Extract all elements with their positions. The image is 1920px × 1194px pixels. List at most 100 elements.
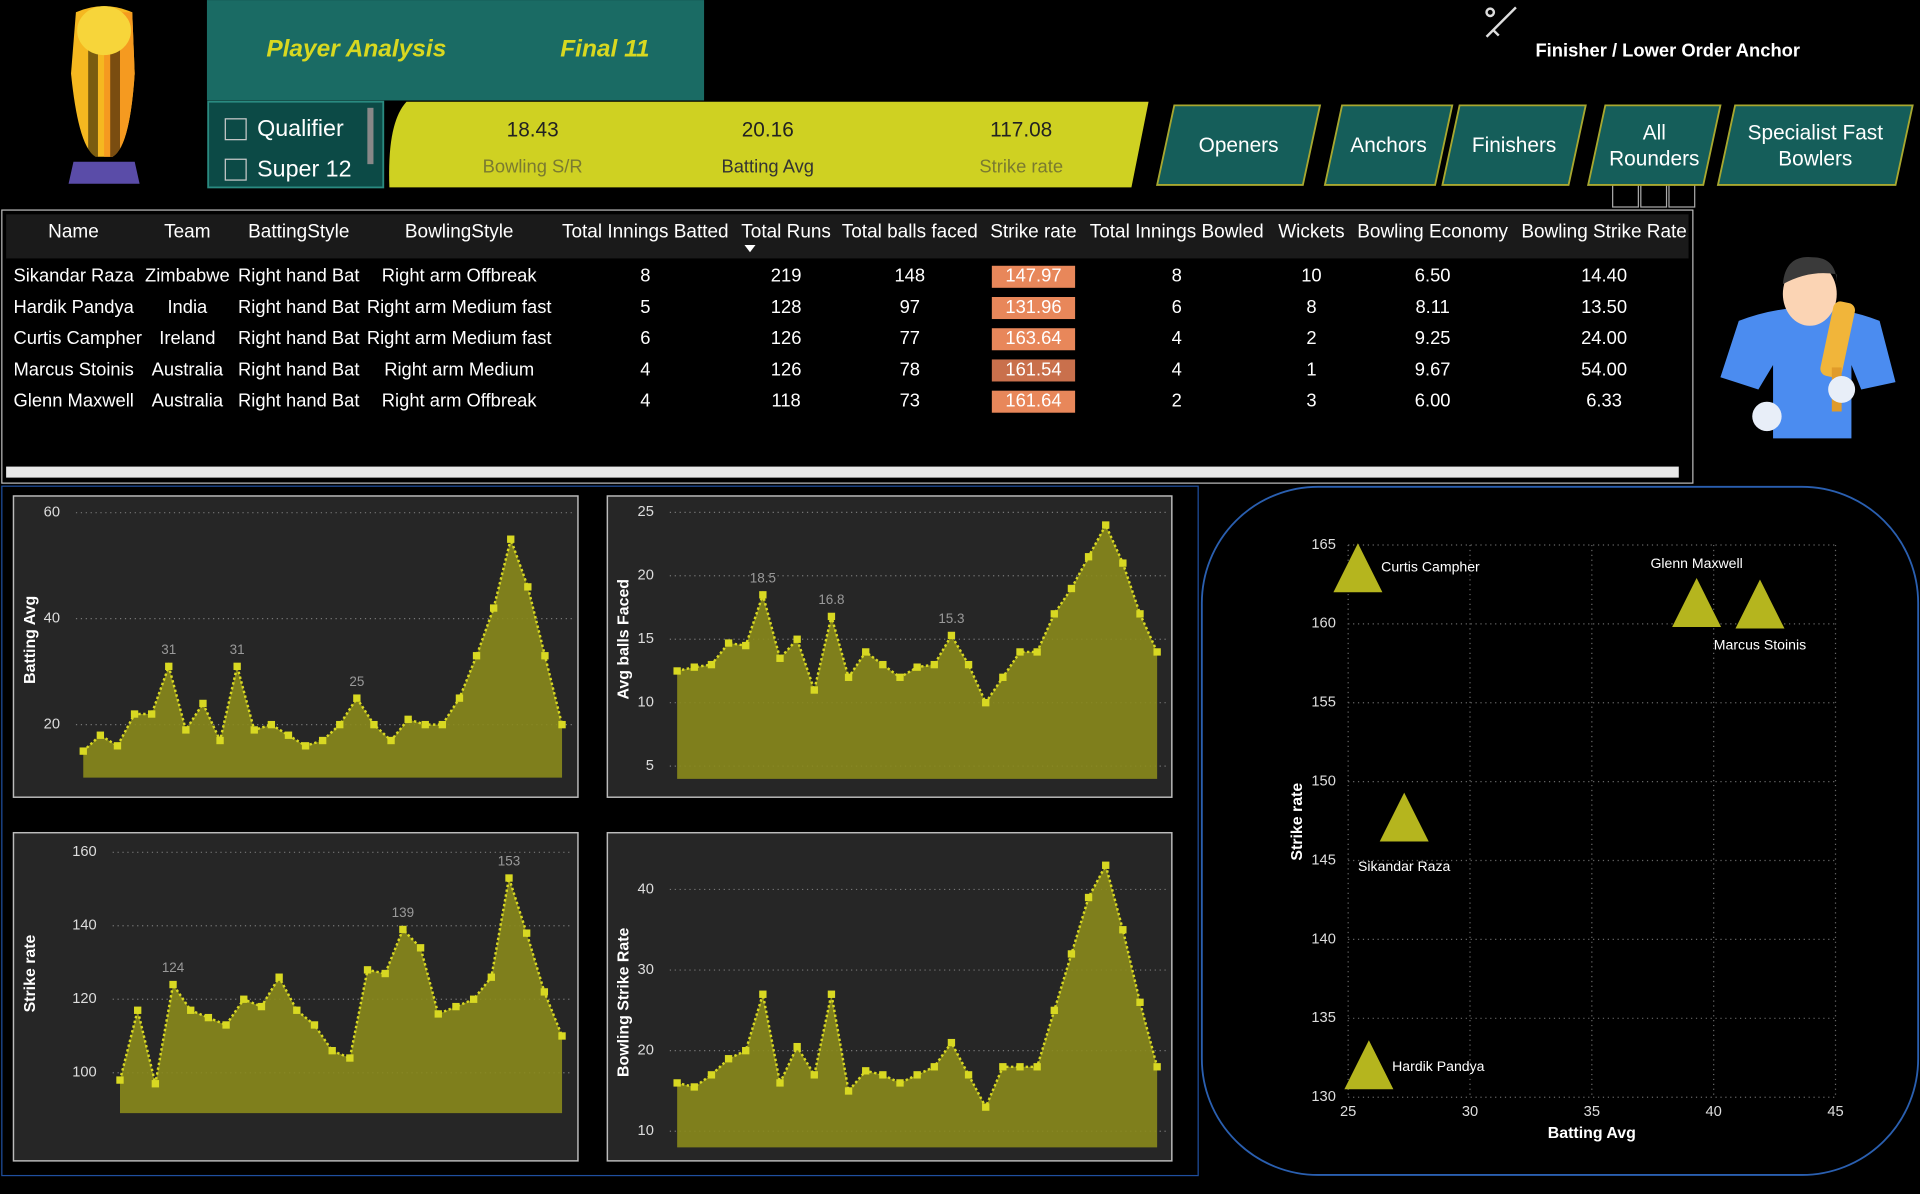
y-tick-label: 165 xyxy=(1311,537,1336,553)
y-tick-label: 130 xyxy=(1311,1089,1336,1105)
table-cell: Right hand Bat xyxy=(238,390,359,411)
table-header: Total Innings Batted xyxy=(562,222,729,243)
x-tick-label: 45 xyxy=(1827,1104,1843,1120)
point-marker xyxy=(947,631,956,640)
table-cell: 4 xyxy=(1172,358,1182,379)
strike-rate-cell xyxy=(991,265,1076,288)
y-tick-label: 10 xyxy=(638,1123,654,1139)
area-fill xyxy=(120,878,563,1114)
table-cell: Australia xyxy=(152,358,224,379)
point-marker xyxy=(724,1055,733,1063)
table-cell: 9.25 xyxy=(1415,327,1451,348)
table-cell: 147.97 xyxy=(1005,265,1061,286)
table-cell: 10 xyxy=(1301,265,1321,286)
table-cell: 24.00 xyxy=(1581,327,1627,348)
point-marker xyxy=(742,1047,750,1055)
point-marker xyxy=(964,1071,973,1079)
y-axis-label: Bowling Strike Rate xyxy=(616,927,633,1077)
y-tick-label: 135 xyxy=(1311,1010,1336,1026)
point-marker xyxy=(982,1103,990,1111)
data-label: 25 xyxy=(349,674,364,689)
y-axis-label: Avg balls Faced xyxy=(616,579,633,700)
data-label: 153 xyxy=(498,854,520,869)
kpi-banner xyxy=(389,101,1149,188)
point-marker xyxy=(1050,610,1058,618)
table-cell: 126 xyxy=(771,358,802,379)
kpi-label: Bowling S/R xyxy=(483,156,583,177)
point-marker xyxy=(844,673,853,681)
table-cell: 8 xyxy=(640,265,650,286)
y-tick-label: 60 xyxy=(44,505,60,521)
table-cell: Glenn Maxwell xyxy=(13,390,133,411)
table-cell: 6.00 xyxy=(1415,390,1451,411)
filter-panel xyxy=(207,100,385,189)
kpi-value: 117.08 xyxy=(990,119,1052,142)
point-marker xyxy=(199,699,207,708)
checkbox[interactable] xyxy=(224,118,247,141)
data-label: 31 xyxy=(230,642,245,657)
table-cell: 78 xyxy=(900,358,920,379)
point-marker xyxy=(523,929,531,937)
y-tick-label: 40 xyxy=(44,611,60,627)
point-marker xyxy=(1016,648,1024,656)
point-marker xyxy=(862,648,870,656)
y-axis-label: Strike rate xyxy=(1289,783,1306,861)
area-line xyxy=(676,861,1159,1110)
table-cell: 54.00 xyxy=(1581,358,1627,379)
x-axis-label: Batting Avg xyxy=(1548,1125,1636,1142)
table-cell: 97 xyxy=(900,296,920,317)
point-marker xyxy=(370,720,378,729)
point-marker xyxy=(524,583,532,591)
point-marker xyxy=(673,667,681,675)
point-marker xyxy=(336,720,344,729)
point-marker xyxy=(1153,648,1161,656)
nav-button-label[interactable]: Specialist Fast Bowlers xyxy=(1747,120,1883,170)
header-panel xyxy=(206,0,705,101)
point-marker xyxy=(999,673,1007,681)
table-cell: Right arm Offbreak xyxy=(382,265,538,286)
scatter-point xyxy=(1735,579,1785,629)
point-marker xyxy=(182,726,190,734)
point-marker xyxy=(134,1006,142,1014)
nav-button[interactable] xyxy=(1441,104,1587,186)
nav-button[interactable] xyxy=(1587,104,1722,186)
y-tick-label: 145 xyxy=(1311,852,1336,868)
nav-button[interactable] xyxy=(1156,104,1322,186)
nav-button-label[interactable]: Finishers xyxy=(1471,133,1557,157)
point-marker xyxy=(1050,1006,1058,1015)
y-tick-label: 20 xyxy=(638,1043,654,1059)
y-tick-label: 10 xyxy=(638,695,654,711)
point-marker xyxy=(1153,1063,1161,1071)
data-label: 16.8 xyxy=(818,592,844,607)
point-marker xyxy=(793,635,801,643)
point-marker xyxy=(913,663,921,671)
nav-button[interactable] xyxy=(1716,104,1914,186)
kpi-label: Batting Avg xyxy=(721,156,814,177)
table-cell: 5 xyxy=(640,296,650,317)
y-tick-label: 20 xyxy=(638,568,654,584)
table-cell: 9.67 xyxy=(1415,358,1451,379)
scatter-point xyxy=(1379,792,1429,842)
scatter-point xyxy=(1333,543,1383,593)
nav-button-label[interactable]: Openers xyxy=(1198,133,1279,157)
nav-button-label[interactable]: Anchors xyxy=(1350,133,1427,157)
sort-arrow xyxy=(744,244,756,253)
point-marker xyxy=(363,966,372,974)
checkbox[interactable] xyxy=(224,158,247,181)
nav-button[interactable] xyxy=(1323,104,1454,186)
table-cell: Australia xyxy=(152,390,224,411)
point-marker xyxy=(472,652,481,660)
table-cell: 77 xyxy=(900,327,920,348)
point-marker xyxy=(1119,559,1127,567)
table-cell: 14.40 xyxy=(1581,265,1627,286)
point-marker xyxy=(1067,584,1076,593)
nav-button-label[interactable]: All Rounders xyxy=(1609,120,1700,170)
point-marker xyxy=(222,1021,230,1029)
y-tick-label: 40 xyxy=(638,881,654,897)
y-tick-label: 15 xyxy=(638,631,654,647)
table-header: Wickets xyxy=(1278,222,1344,243)
table-cell: 73 xyxy=(900,390,920,411)
point-marker xyxy=(759,990,767,998)
point-marker xyxy=(318,736,327,745)
point-marker xyxy=(776,654,784,662)
